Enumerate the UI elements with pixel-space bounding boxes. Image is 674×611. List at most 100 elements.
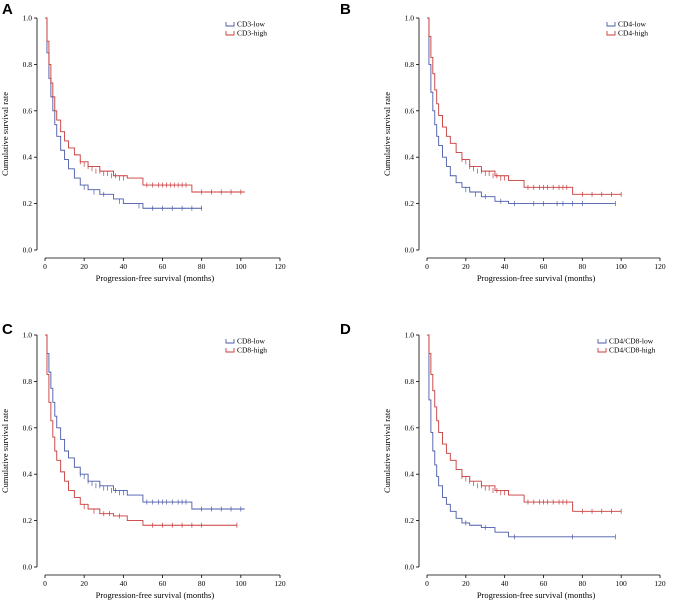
x-tick-label: 40 (120, 262, 128, 271)
panel-letter: A (2, 1, 13, 18)
x-tick-label: 20 (80, 262, 88, 271)
x-tick-label: 0 (425, 579, 429, 588)
panel-letter: C (2, 321, 13, 338)
panel-C: C 0.0 0.2 0.4 0.6 0.8 1.0 0 20 40 60 80 100 120 Progre… (0, 321, 286, 600)
x-tick-label: 60 (159, 262, 167, 271)
survival-curve (427, 334, 616, 538)
legend-swatch (225, 348, 235, 353)
legend-label: CD3-high (237, 29, 267, 38)
panel-letter: D (340, 321, 351, 338)
series-CD8-low (45, 334, 245, 512)
x-tick-label: 60 (540, 262, 548, 271)
legend-swatch (597, 348, 607, 353)
y-axis-title: Cumulative survival rate (382, 409, 392, 493)
legend-label: CD4-low (618, 20, 647, 29)
legend-swatch (225, 31, 235, 36)
survival-curve (427, 17, 616, 205)
y-tick-label: 0.8 (405, 60, 415, 69)
legend-label: CD4/CD8-high (609, 346, 656, 355)
survival-curve (45, 334, 237, 526)
y-tick-label: 0.0 (23, 563, 33, 572)
series-CD4-high (427, 17, 622, 197)
x-tick-label: 100 (235, 579, 247, 588)
x-tick-label: 120 (654, 579, 666, 588)
y-tick-label: 0.6 (23, 423, 33, 432)
y-tick-label: 0.8 (23, 377, 33, 386)
x-tick-label: 100 (616, 262, 628, 271)
legend-swatch (597, 339, 607, 344)
survival-curve (45, 17, 202, 209)
survival-curve (45, 334, 245, 510)
legend-label: CD4/CD8-low (609, 337, 654, 346)
legend-swatch (606, 22, 616, 27)
y-tick-label: 0.4 (23, 153, 33, 162)
legend-label: CD8-low (237, 337, 266, 346)
legend-label: CD8-high (237, 346, 267, 355)
x-tick-label: 20 (462, 262, 470, 271)
series-CD3-high (45, 17, 245, 195)
y-tick-label: 1.0 (23, 331, 33, 340)
x-tick-label: 40 (501, 262, 509, 271)
x-axis-title: Progression-free survival (months) (96, 273, 215, 283)
y-tick-label: 0.4 (405, 470, 415, 479)
x-tick-label: 60 (540, 579, 548, 588)
series-CD8-high (45, 334, 238, 528)
x-tick-label: 80 (198, 262, 206, 271)
panel-letter: B (340, 1, 351, 18)
y-tick-label: 0.2 (405, 516, 415, 525)
x-tick-label: 120 (654, 262, 666, 271)
x-axis-title: Progression-free survival (months) (96, 590, 215, 600)
x-tick-label: 20 (80, 579, 88, 588)
legend-label: CD4-high (618, 29, 648, 38)
y-axis-title: Cumulative survival rate (0, 409, 10, 493)
x-tick-label: 40 (120, 579, 128, 588)
y-axis-title: Cumulative survival rate (0, 92, 10, 176)
panel-B: B 0.0 0.2 0.4 0.6 0.8 1.0 0 20 40 60 80 100 120 Progre… (340, 1, 666, 283)
legend-swatch (606, 31, 616, 36)
y-tick-label: 0.2 (23, 516, 33, 525)
panel-D: D 0.0 0.2 0.4 0.6 0.8 1.0 0 20 40 60 80 100 120 Progre… (340, 321, 666, 600)
x-tick-label: 80 (198, 579, 206, 588)
x-axis-title: Progression-free survival (months) (477, 590, 596, 600)
y-tick-label: 1.0 (405, 331, 415, 340)
x-tick-label: 0 (43, 262, 47, 271)
panel-A: A 0.0 0.2 0.4 0.6 0.8 1.0 0 20 40 60 80 100 120 Progre… (0, 1, 286, 283)
y-tick-label: 0.8 (23, 60, 33, 69)
x-axis-title: Progression-free survival (months) (477, 273, 596, 283)
series-CD4/CD8-low (427, 334, 616, 540)
y-tick-label: 0.4 (23, 470, 33, 479)
y-tick-label: 0.6 (405, 423, 415, 432)
y-tick-label: 0.6 (405, 106, 415, 115)
y-tick-label: 0.6 (23, 106, 33, 115)
legend-swatch (225, 339, 235, 344)
x-tick-label: 20 (462, 579, 470, 588)
y-tick-label: 1.0 (405, 14, 415, 23)
y-tick-label: 0.0 (405, 563, 415, 572)
legend-swatch (225, 22, 235, 27)
y-tick-label: 0.2 (23, 199, 33, 208)
x-tick-label: 40 (501, 579, 509, 588)
y-tick-label: 0.2 (405, 199, 415, 208)
y-tick-label: 1.0 (23, 14, 33, 23)
survival-curve (45, 17, 245, 193)
x-tick-label: 120 (274, 579, 286, 588)
x-tick-label: 60 (159, 579, 167, 588)
series-CD4-low (427, 17, 616, 207)
x-tick-label: 80 (579, 262, 587, 271)
y-axis-title: Cumulative survival rate (382, 92, 392, 176)
survival-curve (427, 17, 622, 195)
legend-label: CD3-low (237, 20, 266, 29)
x-tick-label: 120 (274, 262, 286, 271)
y-tick-label: 0.0 (23, 246, 33, 255)
series-CD3-low (45, 17, 203, 211)
y-tick-label: 0.4 (405, 153, 415, 162)
x-tick-label: 80 (579, 579, 587, 588)
x-tick-label: 100 (616, 579, 628, 588)
y-tick-label: 0.0 (405, 246, 415, 255)
survival-curve (427, 334, 622, 512)
